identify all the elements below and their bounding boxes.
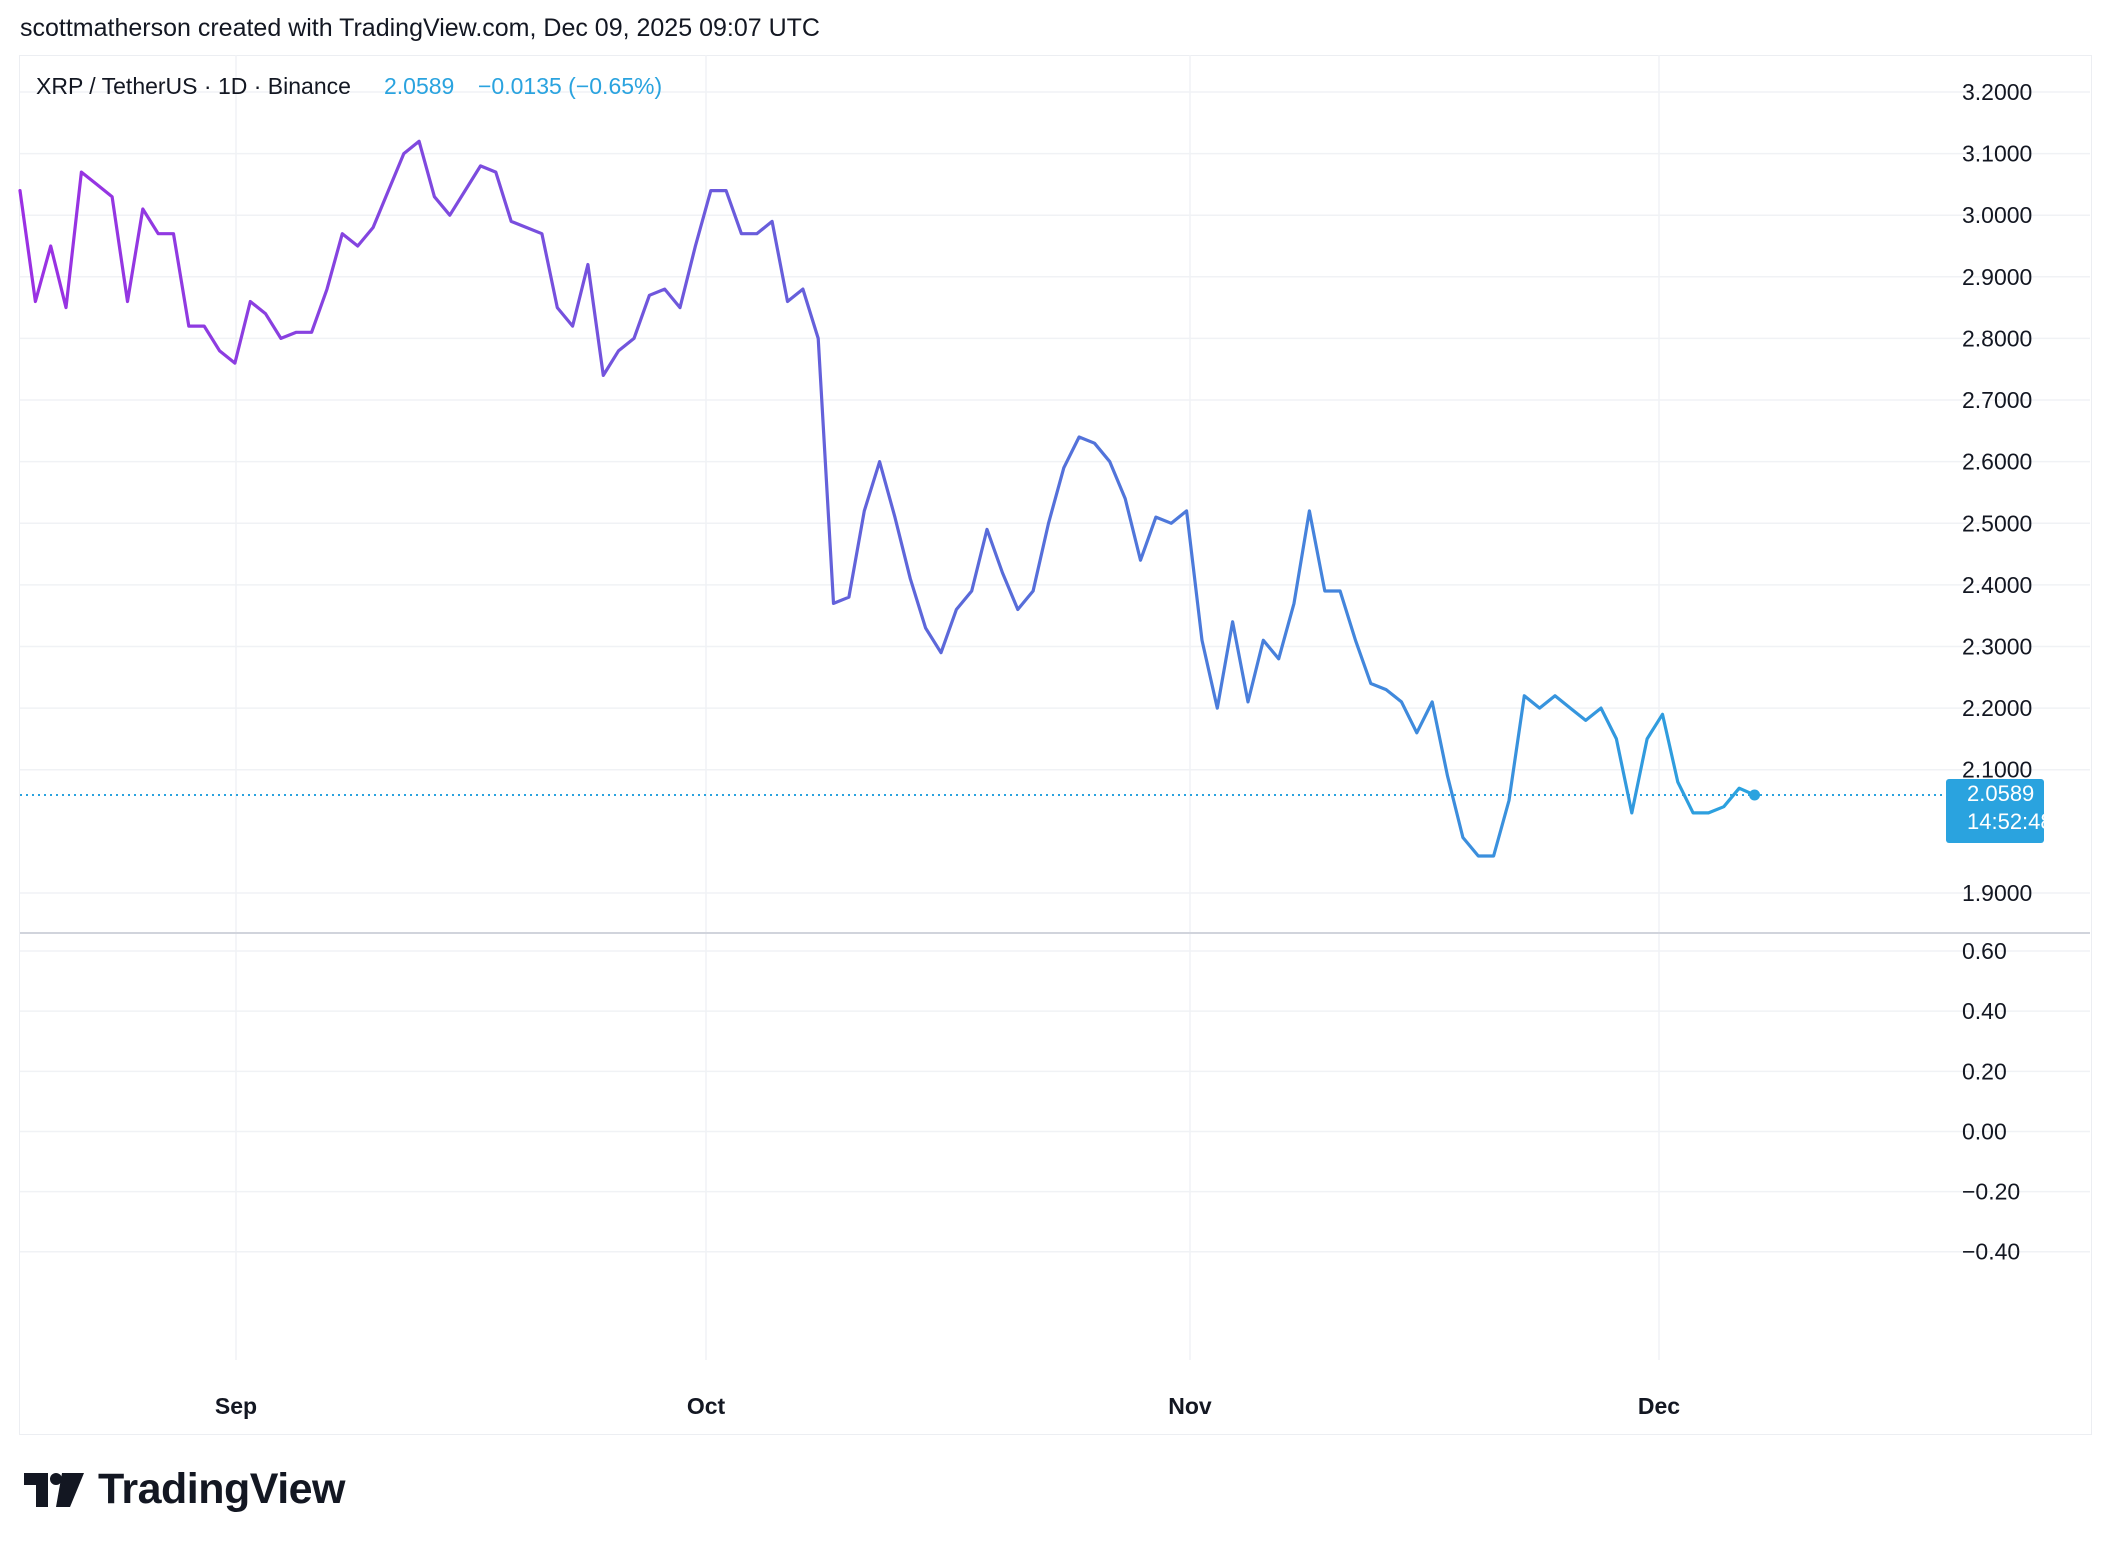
last-price-dot — [1749, 789, 1761, 801]
last-price-tag-value: 2.0589 — [1967, 781, 2034, 806]
price-chart[interactable]: 3.2000 3.1000 3.0000 2.9000 2.8000 2.7000 2.60… — [0, 0, 2108, 1440]
svg-text:−0.0135 (−0.65%): −0.0135 (−0.65%) — [478, 73, 662, 99]
grid-lines — [20, 55, 2090, 1360]
price-tick-label: 2.8000 — [1962, 325, 2032, 351]
indicator-tick-label: 0.40 — [1962, 998, 2007, 1024]
price-tick-label: 2.5000 — [1962, 510, 2032, 536]
legend-last-price: 2.0589 — [384, 73, 454, 99]
indicator-tick-label: 0.00 — [1962, 1118, 2007, 1144]
last-price-tag: 2.0589 14:52:48 — [1946, 779, 2053, 844]
price-tick-label: 2.6000 — [1962, 449, 2032, 475]
price-tick-label: 2.4000 — [1962, 572, 2032, 598]
time-tick-label: Sep — [215, 1393, 257, 1419]
price-series-line — [18, 139, 1757, 858]
indicator-axis: 0.60 0.40 0.20 0.00 −0.20 −0.40 — [1962, 938, 2020, 1265]
price-tick-label: 1.9000 — [1962, 880, 2032, 906]
time-tick-label: Nov — [1168, 1393, 1212, 1419]
indicator-tick-label: 0.20 — [1962, 1058, 2007, 1084]
price-tick-label: 2.9000 — [1962, 264, 2032, 290]
legend-change: −0.0135 (−0.65%) — [478, 73, 662, 99]
price-tick-label: 3.2000 — [1962, 79, 2032, 105]
indicator-tick-label: −0.40 — [1962, 1239, 2020, 1265]
indicator-tick-label: −0.20 — [1962, 1179, 2020, 1205]
tradingview-logo-text: TradingView — [98, 1465, 346, 1513]
svg-text:XRP / TetherUS · 1D · Binance: XRP / TetherUS · 1D · Binance — [36, 73, 351, 99]
indicator-tick-label: 0.60 — [1962, 938, 2007, 964]
price-tick-label: 3.0000 — [1962, 202, 2032, 228]
time-tick-label: Dec — [1638, 1393, 1680, 1419]
price-tick-label: 2.1000 — [1962, 757, 2032, 783]
last-price-tag-countdown: 14:52:48 — [1967, 809, 2053, 834]
time-tick-label: Oct — [687, 1393, 726, 1419]
chart-attribution: scottmatherson created with TradingView.… — [20, 14, 820, 42]
tradingview-logo[interactable]: TradingView — [24, 1465, 346, 1514]
price-tick-label: 3.1000 — [1962, 141, 2032, 167]
legend-symbol: XRP / TetherUS · 1D · Binance — [36, 73, 351, 99]
price-tick-label: 2.7000 — [1962, 387, 2032, 413]
tradingview-logo-icon — [24, 1472, 84, 1507]
price-axis: 3.2000 3.1000 3.0000 2.9000 2.8000 2.7000 2.60… — [1962, 79, 2032, 906]
price-tick-label: 2.3000 — [1962, 633, 2032, 659]
time-axis: Sep Oct Nov Dec — [215, 1393, 1680, 1419]
svg-text:2.0589: 2.0589 — [384, 73, 454, 99]
price-tick-label: 2.2000 — [1962, 695, 2032, 721]
chart-frame — [19, 55, 2092, 1435]
